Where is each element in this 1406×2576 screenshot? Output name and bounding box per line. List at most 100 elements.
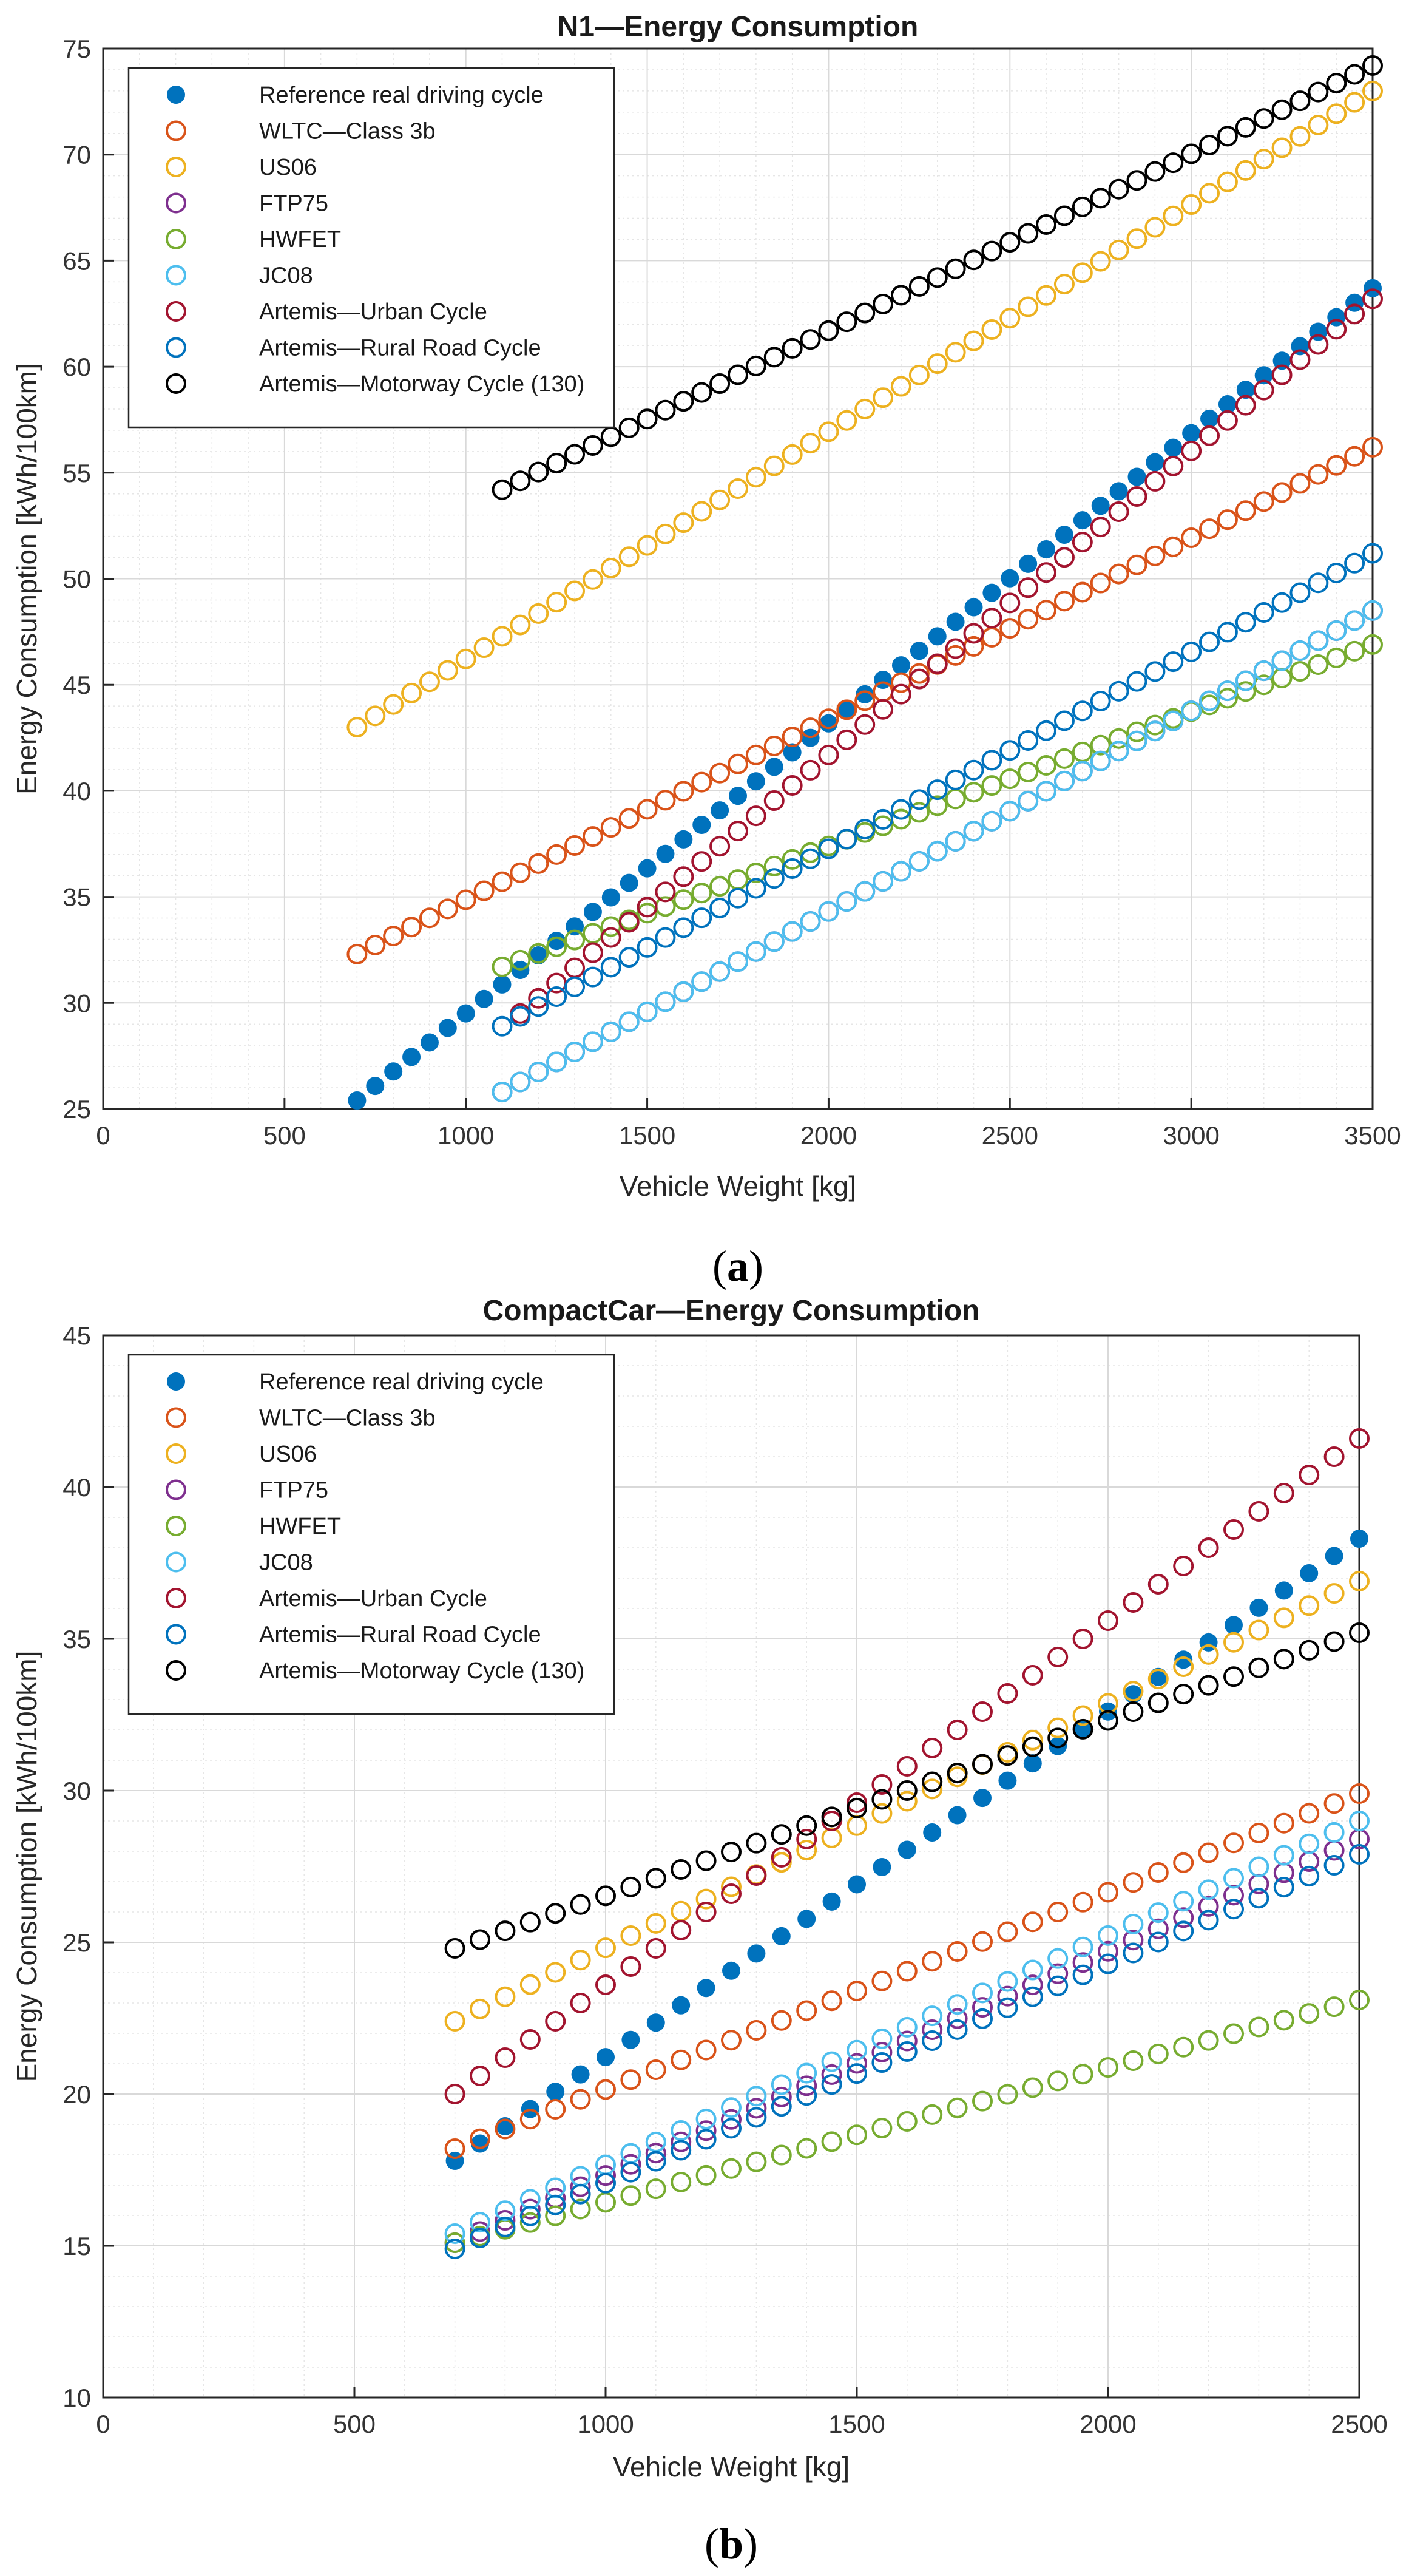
panel-b-data-point [821,1827,842,1848]
panel-a-data-point [1126,170,1147,191]
panel-b-data-point [470,1929,490,1950]
panel-a-data-point [1271,99,1293,120]
panel-a-data-point [528,461,549,483]
panel-b-data-point [571,2065,590,2084]
panel-a-legend-label-reference-real-driving-cycle: Reference real driving cycle [259,83,544,108]
panel-b-data-point [922,2104,943,2125]
panel-a-data-point [655,523,676,544]
panel-a-x-tick-label: 2500 [982,1121,1038,1150]
panel-b-data-point [1349,1844,1370,1865]
panel-a-data-point [1127,467,1146,486]
panel-a-data-point [546,844,567,865]
panel-b-data-point [821,2051,842,2072]
panel-a-data-point [528,996,549,1017]
panel-b-data-point [1323,1855,1345,1876]
panel-b-data-point [1098,1882,1118,1903]
panel-a-legend-marker-ftp75 [166,192,186,214]
panel-a-data-point [1108,563,1129,585]
panel-b-data-point [1022,1986,1043,2007]
panel-b-data-point [922,1951,943,1972]
panel-a-data-point [1053,748,1075,769]
panel-a-y-tick-label: 45 [63,671,91,699]
panel-b-data-point [1198,1675,1219,1696]
panel-a-data-point [1289,473,1311,494]
panel-a-data-point [854,398,876,419]
panel-a-x-tick-label: 2000 [800,1121,857,1150]
panel-a-data-point [709,373,731,395]
panel-b-data-point [1198,1879,1219,1900]
panel-b-data-point [1072,1964,1093,1985]
panel-b-data-point [1174,1650,1193,1669]
panel-a-data-point [455,889,476,910]
panel-a-data-point [1090,251,1111,272]
panel-a-data-point [1254,366,1273,385]
panel-b-data-point [871,2028,893,2049]
panel-a-data-point [582,826,603,847]
panel-a-data-point [691,851,712,872]
panel-b-data-point [1047,1647,1069,1667]
panel-a-data-point [492,626,513,647]
panel-a-data-point [492,479,513,500]
panel-b-data-point [947,1994,968,2015]
panel-b-data-point [997,1921,1018,1942]
panel-a-data-point [655,991,676,1012]
panel-a-data-point [1108,501,1129,523]
chart-panel-a: 0 500 1000 1500 2000 2500 3000 3500 25 30 35 40 45 50… [11,11,1401,1290]
panel-b-legend-label-artemis-urban-cycle: Artemis—Urban Cycle [259,1586,487,1612]
panel-a-data-point [945,830,966,852]
panel-b-legend-label-hwfet: HWFET [259,1514,341,1539]
panel-a-data-point [1108,680,1129,702]
panel-a-data-point [1217,680,1238,702]
panel-b-data-point [671,2131,692,2152]
panel-a-data-point [927,841,948,862]
panel-b-data-point [1147,1862,1169,1883]
panel-b-data-point [1249,1598,1268,1617]
panel-b-data-point [470,2128,490,2149]
panel-b-data-point [1123,1942,1144,1964]
panel-b-data-point [495,2216,516,2237]
panel-b-data-point [1349,1990,1370,2010]
panel-a-data-point [836,829,857,850]
panel-a-data-point [763,931,785,952]
panel-b-data-point [871,2118,893,2139]
panel-a-data-point [1036,285,1057,306]
panel-b-data-point [922,2030,943,2051]
panel-a-data-point [927,653,948,674]
panel-b-data-point [896,1961,918,1982]
panel-b-data-point [1147,2043,1169,2064]
panel-a-data-point [946,612,965,631]
panel-a-data-point [800,911,821,932]
panel-a-data-point [1217,126,1238,147]
panel-a-data-point [745,744,766,765]
panel-b-series-artemis-motorway-cycle-130 [444,1622,1370,1959]
panel-b-legend-label-us06: US06 [259,1442,317,1467]
panel-b-data-point [922,1738,943,1758]
panel-b-legend-marker-wltc-class-3b [166,1407,186,1428]
panel-a-legend: Reference real driving cycle WLTC—Class 3… [127,67,615,429]
panel-a-data-point [691,883,712,904]
panel-b-data-point [620,1876,641,1897]
panel-a-x-tick-label: 500 [263,1121,306,1150]
panel-a-data-point [928,627,947,646]
panel-b-data-point [1299,1866,1320,1887]
panel-a-data-point [492,1082,513,1103]
panel-a-data-point [1073,511,1092,530]
panel-b-data-point [771,2010,792,2031]
panel-a-data-point [854,881,876,902]
panel-b-legend-marker-us06 [166,1443,186,1464]
panel-b-data-point [772,1927,791,1945]
panel-a-data-point [1289,349,1311,370]
panel-b-data-point [1274,1581,1293,1600]
panel-b-data-point [1299,1465,1320,1485]
panel-a-data-point [383,926,404,947]
panel-a-data-point [419,671,440,693]
panel-a-data-point [908,668,930,690]
panel-b-legend-label-jc08: JC08 [259,1550,313,1576]
panel-b-data-point [519,1911,541,1933]
panel-a-data-point [1271,592,1293,613]
panel-b-data-point [897,1840,916,1859]
panel-a-series-artemis-rural-road-cycle [492,543,1383,1037]
panel-a-data-point [1036,720,1057,741]
panel-a-data-point [1163,710,1184,731]
panel-b-data-point [873,1857,891,1876]
